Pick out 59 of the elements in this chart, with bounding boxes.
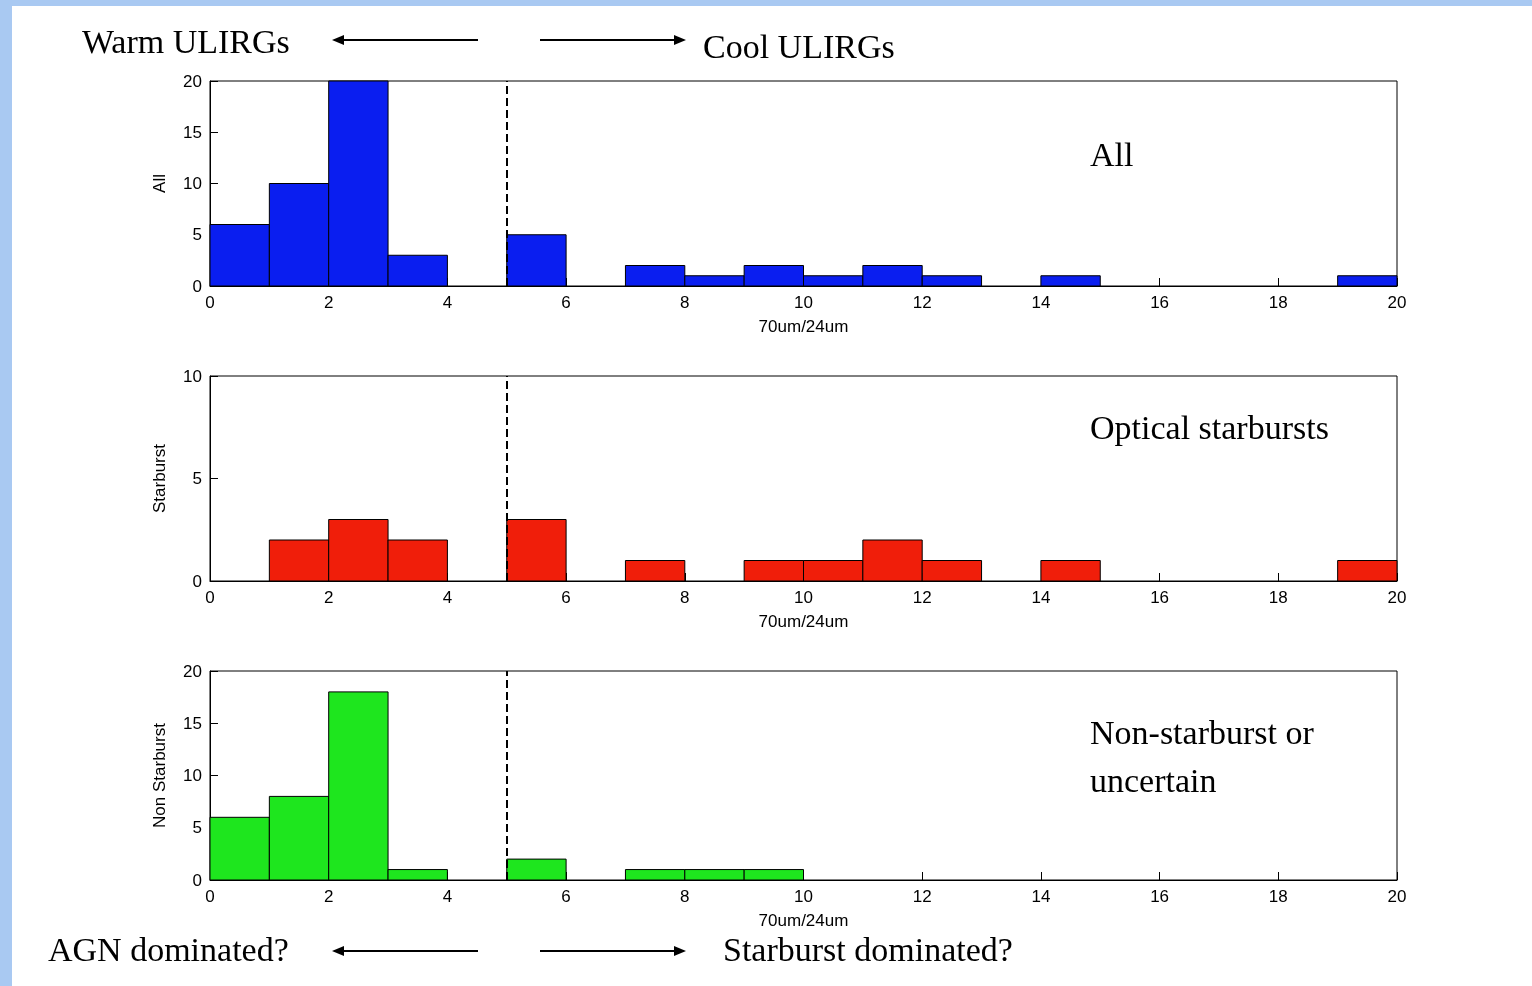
text: AGN dominated? <box>48 930 289 968</box>
x-tick-label: 12 <box>912 293 932 312</box>
y-axis-title: Non Starburst <box>150 722 169 828</box>
text: Warm ULIRGs <box>82 22 290 60</box>
y-tick-label: 10 <box>183 366 202 386</box>
x-axis-title: 70um/24um <box>758 911 849 930</box>
y-tick-label: 10 <box>183 766 202 785</box>
x-tick-label: 16 <box>1150 887 1170 906</box>
text: Optical starbursts <box>1090 408 1329 446</box>
x-tick-label: 18 <box>1268 293 1288 312</box>
x-tick-label: 2 <box>323 588 334 607</box>
x-tick-label: 18 <box>1268 887 1288 906</box>
y-tick-label: 20 <box>183 71 202 91</box>
x-tick-label: 0 <box>205 887 215 906</box>
x-tick-label: 16 <box>1150 293 1170 312</box>
x-tick-label: 2 <box>323 293 334 312</box>
x-tick-label: 10 <box>794 887 813 906</box>
text: Starburst dominated? <box>723 930 1013 968</box>
x-axis-title: 70um/24um <box>758 317 849 336</box>
x-tick-label: 10 <box>794 588 813 607</box>
x-tick-label: 8 <box>680 588 690 607</box>
text: Non-starburst or uncertain <box>1090 713 1323 799</box>
x-tick-label: 0 <box>205 293 215 312</box>
y-tick-label: 0 <box>192 571 202 591</box>
x-tick-label: 20 <box>1387 887 1407 906</box>
y-axis-title: All <box>150 174 169 193</box>
x-tick-label: 4 <box>442 588 453 607</box>
x-tick-label: 2 <box>323 887 334 906</box>
y-tick-label: 20 <box>183 661 202 681</box>
text: All <box>1090 135 1134 173</box>
y-tick-label: 0 <box>192 276 202 296</box>
y-tick-label: 5 <box>192 469 202 488</box>
y-tick-label: 15 <box>183 713 202 733</box>
x-tick-label: 6 <box>561 293 571 312</box>
y-tick-label: 5 <box>192 818 202 838</box>
x-tick-label: 4 <box>442 293 453 312</box>
y-tick-label: 10 <box>183 174 202 193</box>
x-tick-label: 14 <box>1031 293 1051 312</box>
x-tick-label: 20 <box>1387 588 1407 607</box>
x-tick-label: 0 <box>205 588 215 607</box>
x-tick-label: 6 <box>561 887 571 906</box>
y-axis-title: Starburst <box>150 443 169 513</box>
x-tick-label: 12 <box>912 887 932 906</box>
y-tick-label: 5 <box>192 225 202 245</box>
x-tick-label: 14 <box>1031 588 1051 607</box>
x-tick-label: 12 <box>912 588 932 607</box>
x-tick-label: 8 <box>680 293 690 312</box>
y-tick-label: 0 <box>192 870 202 890</box>
x-tick-label: 16 <box>1150 588 1170 607</box>
x-tick-label: 10 <box>794 293 813 312</box>
x-tick-label: 14 <box>1031 887 1051 906</box>
x-tick-label: 18 <box>1268 588 1288 607</box>
text: Cool ULIRGs <box>703 27 895 65</box>
x-tick-label: 20 <box>1387 293 1407 312</box>
x-tick-label: 4 <box>442 887 453 906</box>
x-tick-label: 8 <box>680 887 690 906</box>
y-tick-label: 15 <box>183 122 202 142</box>
x-axis-title: 70um/24um <box>758 612 849 631</box>
x-tick-label: 6 <box>561 588 571 607</box>
